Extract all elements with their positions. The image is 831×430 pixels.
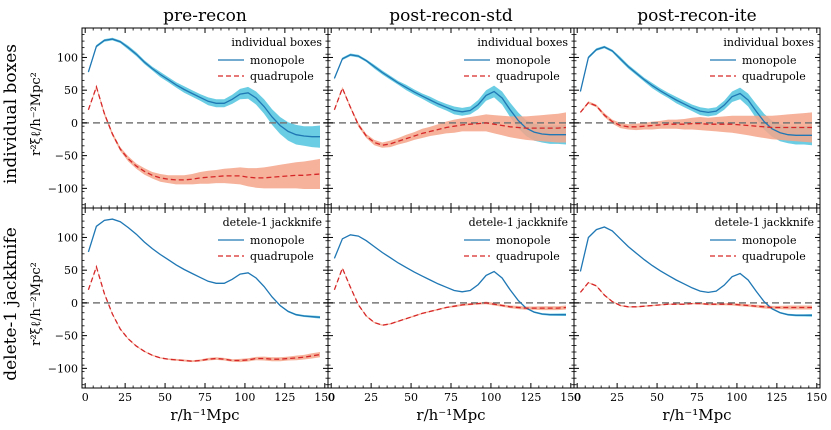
x-tick-label: 150	[314, 391, 335, 404]
panel-individual-post-recon-ite: individual boxes monopole quadrupole	[573, 27, 821, 209]
y-tick-label: 100	[57, 231, 78, 244]
x-tick-label: 150	[560, 391, 581, 404]
y-tick-label: 100	[57, 51, 78, 64]
legend-title: individual boxes	[231, 36, 322, 49]
quadrupole-line	[333, 86, 567, 146]
x-tick-label: 25	[364, 391, 378, 404]
y-tick-label: 0	[71, 117, 78, 130]
y-tick-label: −50	[55, 150, 78, 163]
y-tick-label: −50	[55, 330, 78, 343]
plot-area	[574, 45, 820, 146]
legend-title: individual boxes	[723, 36, 814, 49]
quadrupole-error-band	[580, 101, 812, 143]
quadrupole-line	[333, 266, 567, 326]
plot-area	[82, 37, 328, 189]
x-tick-label: 50	[158, 391, 172, 404]
legend-title: detele-1 jackknife	[469, 216, 568, 229]
quadrupole-error-band	[580, 282, 812, 310]
monopole-line	[579, 226, 812, 316]
plot-area	[82, 218, 328, 363]
legend-label-quadrupole: quadrupole	[742, 70, 806, 83]
x-tick-label: 25	[118, 391, 132, 404]
legend-label-quadrupole: quadrupole	[250, 70, 314, 83]
x-tick-label: 100	[726, 391, 747, 404]
x-tick-label: 75	[444, 391, 458, 404]
legend-label-monopole: monopole	[742, 54, 796, 67]
y-tick-label: −100	[48, 182, 78, 195]
plot-area	[328, 53, 574, 148]
y-tick-label: 0	[71, 297, 78, 310]
legend: individual boxes monopole quadrupole	[218, 36, 322, 83]
legend-label-monopole: monopole	[742, 234, 796, 247]
x-tick-label: 0	[574, 391, 581, 404]
x-axis-label-col3: r/h⁻¹Mpc	[662, 406, 731, 424]
x-tick-label: 0	[328, 391, 335, 404]
legend: detele-1 jackknife monopole quadrupole	[464, 216, 568, 263]
x-tick-label: 125	[274, 391, 295, 404]
panel-individual-pre-recon: −100 −50 0 50 100 individual boxes monopole qua…	[48, 27, 329, 209]
panel-jackknife-pre-recon: 0 25 50 75 100 125 150 −100 −50 0 50 100 detele-1 ja…	[48, 207, 335, 404]
x-tick-label: 100	[234, 391, 255, 404]
monopole-line	[87, 218, 321, 318]
legend-label-quadrupole: quadrupole	[742, 250, 806, 263]
x-tick-label: 125	[520, 391, 541, 404]
y-axis-label-top: r²ξℓ/h⁻²Mpc²	[29, 72, 44, 156]
x-tick-label: 75	[198, 391, 212, 404]
x-tick-label: 75	[690, 391, 704, 404]
column-title-post-recon-ite: post-recon-ite	[637, 6, 756, 26]
legend: individual boxes monopole quadrupole	[710, 36, 814, 83]
legend-label-monopole: monopole	[250, 54, 304, 67]
legend: individual boxes monopole quadrupole	[464, 36, 568, 83]
quadrupole-line	[579, 101, 812, 129]
legend-label-monopole: monopole	[250, 234, 304, 247]
quadrupole-line	[579, 281, 812, 309]
y-axis-label-bottom: r²ξℓ/h⁻²Mpc²	[29, 262, 44, 346]
x-tick-label: 25	[610, 391, 624, 404]
x-tick-label: 150	[806, 391, 827, 404]
legend-label-quadrupole: quadrupole	[496, 70, 560, 83]
legend-label-monopole: monopole	[496, 234, 550, 247]
x-axis-label-col2: r/h⁻¹Mpc	[416, 406, 485, 424]
row-title-individual-boxes: individual boxes	[1, 44, 21, 184]
monopole-line	[87, 38, 320, 138]
y-tick-label: 50	[64, 264, 78, 277]
legend: detele-1 jackknife monopole quadrupole	[710, 216, 814, 263]
column-title-post-recon-std: post-recon-std	[389, 6, 513, 26]
x-tick-label: 50	[650, 391, 664, 404]
panel-jackknife-post-recon-ite: 0 25 50 75 100 125 150 detele-1 jackknife monopo…	[573, 207, 827, 404]
plot-area	[328, 234, 574, 326]
x-tick-label: 50	[404, 391, 418, 404]
legend-label-quadrupole: quadrupole	[250, 250, 314, 263]
monopole-line	[333, 54, 566, 136]
legend-title: detele-1 jackknife	[715, 216, 814, 229]
column-title-pre-recon: pre-recon	[163, 6, 247, 26]
panel-individual-post-recon-std: individual boxes monopole quadrupole	[327, 27, 575, 209]
monopole-line	[333, 234, 566, 316]
y-tick-label: 50	[64, 84, 78, 97]
quadrupole-error-band	[88, 85, 321, 189]
legend-title: detele-1 jackknife	[223, 216, 322, 229]
quadrupole-line	[87, 264, 321, 362]
monopole-line	[579, 46, 812, 136]
legend-label-monopole: monopole	[496, 54, 550, 67]
panel-jackknife-post-recon-std: 0 25 50 75 100 125 150 detele-1 jackknife monopo…	[327, 207, 581, 404]
legend-title: individual boxes	[477, 36, 568, 49]
quadrupole-error-band	[88, 266, 321, 363]
plot-area	[574, 226, 820, 317]
quadrupole-line	[87, 84, 321, 181]
legend: detele-1 jackknife monopole quadrupole	[218, 216, 322, 263]
quadrupole-error-band	[334, 86, 566, 148]
row-title-delete-1-jackknife: delete-1 jackknife	[1, 227, 21, 381]
x-tick-label: 100	[480, 391, 501, 404]
legend-label-quadrupole: quadrupole	[496, 250, 560, 263]
x-tick-label: 125	[766, 391, 787, 404]
y-tick-label: −100	[48, 362, 78, 375]
monopole-error-band	[88, 37, 321, 148]
x-tick-label: 0	[82, 391, 89, 404]
x-axis-label-col1: r/h⁻¹Mpc	[170, 406, 239, 424]
quadrupole-error-band	[334, 267, 566, 326]
